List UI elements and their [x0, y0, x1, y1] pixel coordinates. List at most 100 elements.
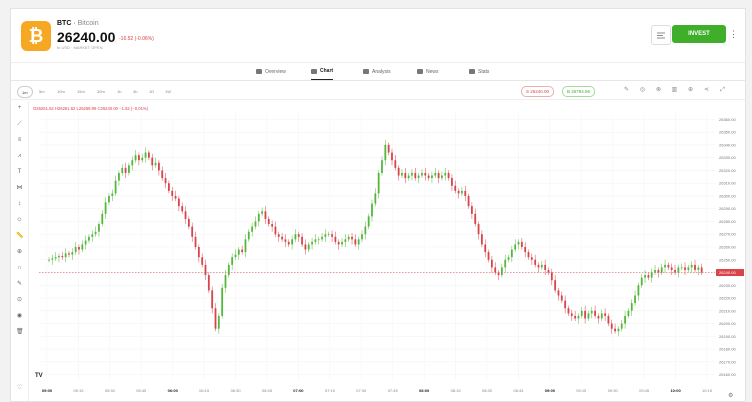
candle-body: [344, 239, 347, 242]
candle-body: [68, 253, 70, 255]
candle-body: [607, 315, 610, 324]
x-tick-label: 09:45: [639, 388, 650, 393]
candle-body: [327, 234, 330, 236]
ruler-icon[interactable]: 📏: [16, 233, 24, 239]
timeframe-30m[interactable]: 30m: [97, 88, 105, 94]
zoom-in-icon[interactable]: ⊕: [16, 249, 23, 255]
magnet-icon[interactable]: ∩: [17, 265, 22, 271]
candle-body: [487, 252, 490, 260]
eye-icon[interactable]: ◉: [16, 313, 23, 319]
candle-body: [108, 195, 110, 203]
candle-body: [277, 234, 280, 237]
candle-body: [357, 239, 360, 245]
measure-icon[interactable]: ↕: [18, 201, 21, 207]
x-tick-label: 09:00: [545, 388, 556, 393]
invest-button[interactable]: INVEST: [672, 25, 726, 43]
y-tick-label: 26310.00: [719, 181, 736, 186]
candle-body: [664, 264, 666, 268]
candle-body: [88, 236, 90, 241]
candle-body: [257, 213, 260, 222]
candle-body: [331, 234, 333, 237]
lock-icon[interactable]: ⊙: [16, 297, 23, 303]
candle-body: [454, 185, 457, 191]
candle-body: [161, 170, 164, 179]
ohlc-readout: O26261.52 H26261.52 L26259.99 C26240.00 …: [33, 106, 149, 111]
candle-body: [444, 172, 447, 176]
candle-body: [214, 308, 217, 329]
candle-body: [101, 213, 104, 225]
favorites-icon[interactable]: ♡: [16, 385, 23, 391]
candle-body: [624, 315, 626, 324]
candle-body: [284, 239, 287, 242]
candle-body: [244, 239, 247, 253]
timeframe-5m[interactable]: 5m: [39, 88, 45, 94]
pitchfork-icon[interactable]: ⩘: [17, 153, 22, 159]
timeframe-1h[interactable]: 1h: [117, 88, 122, 94]
horizontal-lines-icon[interactable]: ≡: [17, 137, 22, 143]
lock-drawing-icon[interactable]: ✎: [16, 281, 23, 287]
candle-body: [224, 275, 227, 288]
timeframe-15m[interactable]: 15m: [77, 88, 85, 94]
tab-news[interactable]: News: [417, 63, 439, 80]
timeframe-1m[interactable]: 1m: [17, 86, 33, 98]
text-icon[interactable]: T: [17, 169, 22, 175]
grid-icon: [256, 69, 262, 74]
tab-chart[interactable]: Chart: [311, 63, 334, 80]
candle-body: [58, 255, 60, 258]
tab-overview[interactable]: Overview: [256, 63, 286, 80]
candle-body: [181, 206, 184, 212]
crosshair-icon[interactable]: +: [17, 105, 22, 111]
candle-body: [414, 172, 417, 179]
sell-price-pill[interactable]: S 26240.00: [521, 86, 555, 97]
candle-body: [554, 280, 557, 291]
current-price: 26240.00: [57, 29, 116, 45]
candle-body: [354, 239, 357, 245]
trash-icon[interactable]: 🗑: [16, 329, 24, 335]
tab-analysis[interactable]: Analysis: [363, 63, 391, 80]
candle-body: [484, 244, 487, 253]
pencil-icon[interactable]: ✎: [623, 87, 630, 93]
candle-body: [141, 157, 144, 161]
timeframe-1w[interactable]: 1W: [165, 88, 171, 94]
pattern-icon[interactable]: ⋈: [16, 185, 23, 191]
candle-body: [197, 247, 200, 258]
candle-body: [690, 264, 693, 268]
candle-body: [574, 315, 577, 319]
candle-body: [267, 218, 270, 225]
candle-body: [281, 236, 283, 240]
candle-body: [374, 193, 377, 204]
candle-body: [297, 234, 300, 237]
share-icon[interactable]: ⋖: [703, 87, 710, 93]
chart-settings-icon[interactable]: ⚙: [728, 393, 734, 399]
trendline-icon[interactable]: ⟋: [17, 121, 22, 127]
candle-body: [520, 241, 523, 247]
timeframe-10m[interactable]: 10m: [57, 88, 65, 94]
candle-body: [174, 195, 177, 199]
bar-chart-icon[interactable]: ▥: [671, 87, 678, 93]
timeframe-1d[interactable]: 1D: [149, 88, 155, 94]
candle-body: [441, 175, 443, 179]
watchlist-button[interactable]: [651, 25, 671, 45]
candle-body: [261, 211, 264, 214]
candle-body: [391, 152, 393, 161]
tab-stats[interactable]: Stats: [469, 63, 489, 80]
candle-body: [287, 241, 290, 245]
candle-body: [314, 239, 317, 242]
candle-body: [118, 172, 120, 181]
candle-body: [660, 267, 663, 273]
add-icon[interactable]: ⊕: [687, 87, 694, 93]
candle-body: [317, 239, 320, 241]
compare-icon[interactable]: ⊗: [655, 87, 662, 93]
timeframe-4h[interactable]: 4h: [133, 88, 138, 94]
candle-body: [321, 236, 323, 240]
candle-body: [81, 244, 84, 250]
candle-body: [654, 269, 656, 273]
price-chart[interactable]: 26360.00 26350.00 26340.00 26330.00 26320.00…: [29, 101, 745, 401]
more-options-icon[interactable]: ⋮: [729, 29, 738, 39]
indicator-icon[interactable]: ◎: [639, 87, 646, 93]
candle-body: [474, 213, 477, 225]
candle-body: [98, 224, 100, 232]
buy-price-pill[interactable]: B 26794.56: [562, 86, 596, 97]
fullscreen-icon[interactable]: ⤢: [720, 87, 725, 93]
emoji-icon[interactable]: ☺: [16, 217, 23, 223]
